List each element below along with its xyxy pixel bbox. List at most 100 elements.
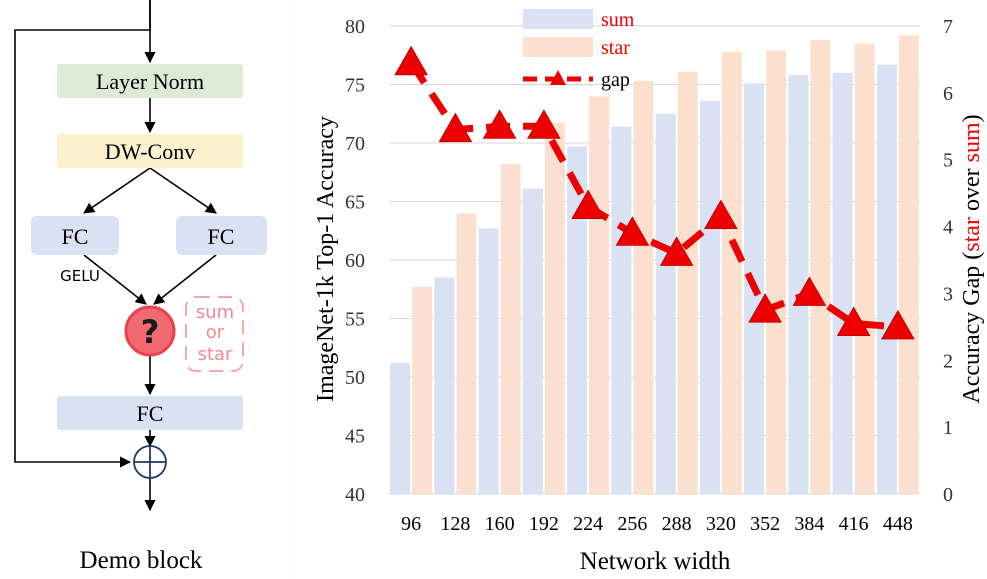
x-tick-label: 384 (794, 513, 824, 535)
bar-star (677, 71, 698, 494)
fc-bottom-label: FC (137, 401, 164, 426)
x-tick-label: 288 (662, 513, 692, 535)
y-right-sum: sum (959, 122, 985, 162)
gap-marker (704, 199, 738, 230)
gap-marker (615, 216, 650, 246)
legend-swatch-sum (523, 9, 593, 29)
gap-marker (748, 293, 782, 323)
bar-star (500, 164, 521, 494)
x-tick-label: 352 (750, 513, 780, 535)
dw-conv-label: DW-Conv (105, 139, 195, 164)
legend-label-sum: sum (601, 9, 635, 31)
dw-conv-box (57, 134, 243, 168)
fc-bottom-box (57, 396, 243, 430)
fc-right-label: FC (208, 224, 235, 249)
gap-marker (394, 45, 428, 76)
gap-marker (792, 276, 827, 306)
fc-right-box (176, 216, 267, 255)
bar-star (854, 43, 875, 495)
add-operator-icon (133, 445, 167, 479)
layer-norm-box (57, 64, 243, 98)
y-right-tick-label: 7 (943, 16, 953, 38)
y-tick-label: 55 (345, 309, 365, 331)
x-tick-label: 128 (440, 513, 470, 535)
y-right-tick-label: 1 (943, 417, 953, 439)
bar-star (544, 123, 565, 495)
bar-star (633, 80, 654, 495)
y-right-tick-label: 0 (943, 484, 953, 506)
bar-star (412, 286, 433, 494)
y-tick-label: 75 (345, 75, 365, 97)
gap-marker (836, 306, 871, 337)
x-tick-label: 256 (617, 513, 647, 535)
bar-sum (522, 188, 543, 494)
x-tick-label: 416 (839, 513, 869, 535)
bar-sum (611, 126, 632, 495)
y-tick-label: 70 (345, 133, 365, 155)
y-tick-label: 40 (345, 484, 365, 506)
x-tick-label: 224 (573, 513, 603, 535)
operator-circle (124, 305, 176, 357)
y-right-tick-label: 4 (943, 217, 953, 239)
y-tick-label: 80 (345, 16, 365, 38)
bar-star (456, 213, 477, 494)
grid-lines (389, 25, 920, 495)
gap-marker (527, 109, 561, 139)
bar-star (721, 51, 742, 495)
x-tick-label: 448 (883, 513, 913, 535)
y-right-suffix: ) (959, 114, 985, 122)
x-axis-label: Network width (580, 548, 731, 575)
gap-marker (659, 236, 694, 266)
bar-sum (434, 277, 455, 494)
y-tick-label: 65 (345, 192, 365, 214)
bar-sum (699, 100, 720, 494)
layer-norm-label: Layer Norm (96, 69, 204, 94)
x-tick-label: 96 (401, 513, 421, 535)
note-sum: sum (196, 302, 234, 323)
legend-label-star: star (601, 37, 630, 59)
y-right-tick-label: 3 (943, 283, 953, 305)
y-right-tick-label: 6 (943, 83, 953, 105)
y-tick-label: 50 (345, 367, 365, 389)
note-or: or (206, 322, 225, 343)
operator-question-mark: ? (141, 313, 160, 351)
gap-marker (482, 109, 517, 139)
legend-label-gap: gap (601, 69, 630, 91)
y-tick-label: 60 (345, 250, 365, 272)
y-right-star: star (959, 217, 985, 252)
fc-left-label: FC (62, 224, 89, 249)
x-tick-label: 160 (485, 513, 515, 535)
gap-marker (438, 112, 473, 143)
diagram-caption: Demo block (80, 547, 203, 574)
gap-marker (571, 189, 605, 220)
bar-star (810, 40, 831, 494)
bar-sum (478, 228, 499, 494)
bar-star (589, 96, 610, 494)
y-axis-label: ImageNet-1k Top-1 Accuracy (313, 116, 339, 402)
bar-sum (832, 72, 853, 495)
legend: sum star gap (523, 9, 635, 91)
y-right-middle: over (959, 162, 985, 217)
y-right-prefix: Accuracy Gap ( (959, 252, 985, 404)
bar-sum (567, 146, 588, 494)
legend-marker-gap (550, 70, 566, 85)
x-tick-label: 320 (706, 513, 736, 535)
demo-block-diagram: Layer Norm DW-Conv FC FC GELU ? sum or s… (14, 0, 290, 579)
gelu-label: GELU (60, 267, 100, 285)
sum-or-star-note-box (185, 296, 244, 372)
bar-sum (655, 113, 676, 494)
bars (390, 35, 919, 495)
bar-sum (876, 64, 897, 495)
bar-star (766, 50, 787, 494)
fc-left-box (31, 216, 119, 255)
gap-marker (881, 309, 915, 340)
legend-swatch-star (523, 37, 593, 57)
bar-sum (788, 75, 809, 494)
y-tick-label: 45 (345, 426, 365, 448)
y-right-tick-label: 5 (943, 150, 953, 172)
y-axis-right-label: Accuracy Gap (star over sum) (959, 114, 985, 403)
note-star: star (198, 344, 233, 365)
x-tick-label: 192 (529, 513, 559, 535)
